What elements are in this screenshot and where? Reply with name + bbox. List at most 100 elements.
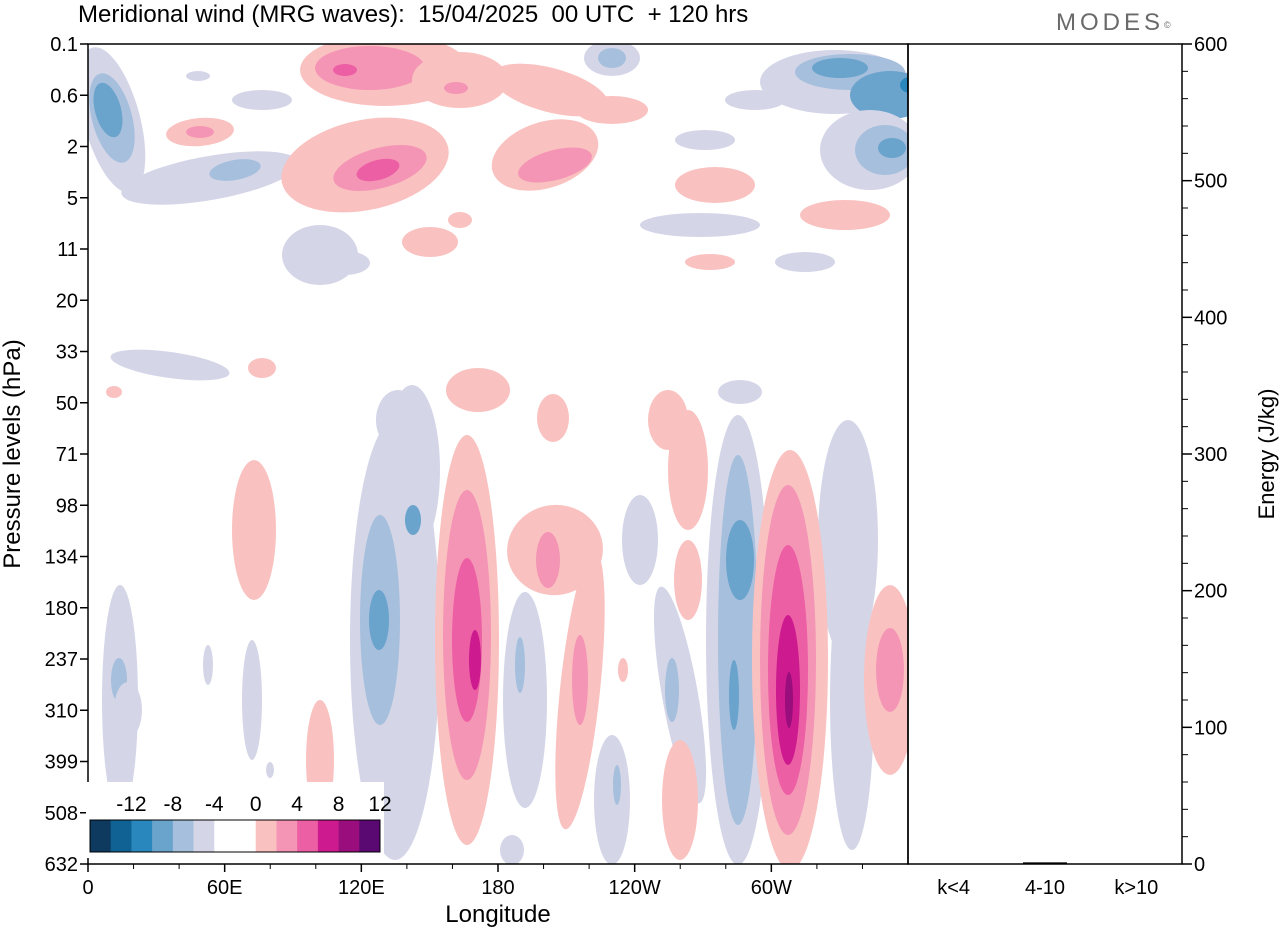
colorbar-swatch	[359, 820, 381, 852]
contour-region	[412, 52, 508, 108]
contour-region	[536, 532, 560, 588]
y-tick-label: 237	[45, 649, 78, 671]
contour-region	[203, 645, 213, 685]
energy-category-label: 4-10	[1025, 877, 1065, 899]
y-tick-label: 5	[67, 188, 78, 210]
energy-tick-label: 500	[1194, 171, 1227, 193]
energy-category-label: k>10	[1114, 877, 1158, 899]
contour-region	[618, 658, 628, 682]
y-tick-label: 310	[45, 700, 78, 722]
contour-region	[500, 835, 524, 864]
y-tick-label: 508	[45, 803, 78, 825]
energy-bar	[931, 863, 976, 865]
colorbar-legend: -12 -8 -4 0 4 8 12	[86, 782, 392, 858]
contour-region	[446, 368, 510, 412]
contour-region	[685, 254, 735, 270]
colorbar-tick-label: -4	[205, 793, 224, 816]
colorbar-swatch	[255, 820, 277, 852]
contour-region	[491, 63, 609, 117]
contour-region	[675, 167, 755, 203]
contour-region	[110, 349, 230, 381]
colorbar-swatch	[131, 820, 153, 852]
contour-region	[830, 550, 874, 850]
contour-region	[662, 740, 698, 860]
contour-region	[850, 71, 908, 119]
contour-region	[729, 660, 739, 730]
contour-region	[356, 158, 400, 182]
contour-region	[594, 735, 630, 864]
x-tick-label: 0	[82, 877, 93, 899]
colorbar-swatch	[110, 820, 132, 852]
y-tick-label: 11	[57, 239, 78, 261]
contour-region	[812, 58, 868, 78]
contour-region	[622, 495, 658, 585]
x-tick-label: 60W	[751, 877, 792, 899]
y-tick-label: 632	[45, 854, 78, 876]
colorbar-swatch	[193, 820, 215, 852]
contour-region	[186, 71, 210, 81]
colorbar-tick-label: -12	[116, 793, 146, 816]
contour-region	[333, 64, 357, 76]
y-tick-label: 399	[45, 752, 78, 774]
colorbar-swatch	[172, 820, 194, 852]
contour-region	[242, 640, 262, 760]
y-tick-label: 50	[56, 393, 78, 415]
y-tick-label: 0.1	[50, 34, 78, 56]
contour-region	[266, 762, 274, 778]
energy-axis-label: Energy (J/kg)	[1254, 389, 1279, 520]
energy-tick-label: 600	[1194, 34, 1227, 56]
contour-region	[785, 672, 793, 728]
colorbar-swatch	[297, 820, 319, 852]
energy-tick-label: 300	[1194, 444, 1227, 466]
contour-region	[537, 394, 569, 442]
y-tick-label: 0.6	[50, 85, 78, 107]
contour-region	[248, 358, 276, 378]
contour-region	[800, 200, 890, 230]
y-tick-label: 71	[56, 444, 78, 466]
contour-region	[613, 765, 621, 805]
x-tick-label: 60E	[207, 877, 243, 899]
y-tick-label: 20	[56, 290, 78, 312]
contour-region	[668, 410, 708, 530]
contour-region	[518, 147, 592, 183]
contour-region	[315, 46, 425, 90]
y-tick-label: 98	[56, 495, 78, 517]
contour-region	[106, 386, 122, 398]
y-tick-label: 2	[67, 137, 78, 159]
energy-tick-label: 400	[1194, 307, 1227, 329]
contour-region	[598, 48, 626, 68]
y-axis-label: Pressure levels (hPa)	[0, 339, 26, 568]
energy-bar	[1114, 863, 1159, 865]
pressure-axis: 0.1 0.6 2 5 11 20 33 50 71 98 134 180 237 310 399 508 63…	[45, 34, 88, 876]
contour-region	[121, 151, 299, 205]
x-tick-label: 120W	[609, 877, 661, 899]
colorbar-outline	[89, 819, 381, 853]
contour-region	[675, 130, 735, 150]
contour-region	[232, 90, 292, 110]
contour-region	[876, 628, 904, 712]
modes-logo: MODES©	[1056, 9, 1171, 36]
contour-region	[725, 90, 785, 110]
longitude-axis: 0 60E 120E 180 120W 60W	[82, 864, 863, 899]
contour-region	[402, 227, 458, 257]
contour-region	[232, 460, 276, 600]
contour-region	[186, 126, 214, 138]
colorbar-swatch	[338, 820, 360, 852]
contour-region	[900, 77, 908, 93]
contour-region	[448, 212, 472, 228]
colorbar-swatch	[276, 820, 298, 852]
contour-region	[674, 540, 702, 620]
contour-region	[653, 586, 707, 804]
chart-title: Meridional wind (MRG waves): 15/04/2025 …	[78, 1, 749, 28]
colorbar-tick-label: 12	[368, 793, 391, 816]
y-tick-label: 33	[56, 342, 78, 364]
energy-frame	[907, 43, 1183, 865]
energy-tick-label: 200	[1194, 581, 1227, 603]
energy-axis: 0 100 200 300 400 500 600	[1182, 34, 1227, 876]
contour-region	[515, 637, 525, 693]
energy-bars: k<4 4-10 k>10	[931, 862, 1159, 899]
contour-region	[718, 380, 762, 404]
contour-region	[576, 96, 648, 124]
energy-tick-label: 0	[1194, 854, 1205, 876]
contour-region	[93, 82, 123, 138]
